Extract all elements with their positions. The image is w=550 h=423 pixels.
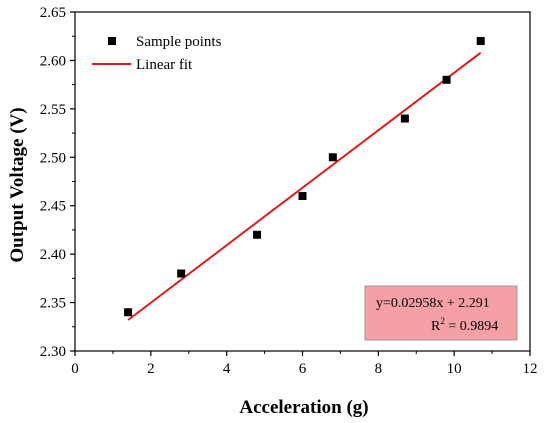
fit-r-squared: R2 = 0.9894 [431,316,498,334]
sample-point [400,114,409,123]
y-tick-label: 2.30 [40,344,66,360]
x-tick-label: 6 [299,361,307,377]
legend-label-sample-points: Sample points [136,34,222,50]
r2-prefix: R [431,319,441,334]
y-tick-label: 2.60 [40,53,66,69]
x-tick-label: 10 [447,361,462,377]
sample-point [253,230,261,239]
legend: Sample points Linear fit [92,34,222,73]
r2-value: = 0.9894 [445,319,498,334]
y-axis-title: Output Voltage (V) [7,107,28,262]
y-tick-label: 2.50 [40,150,66,166]
plot-area [124,37,485,321]
x-axis-title: Acceleration (g) [239,397,368,418]
x-tick-label: 2 [147,361,155,377]
x-tick-label: 12 [523,361,538,377]
y-tick-label: 2.55 [40,102,66,118]
x-tick-label: 4 [223,361,231,377]
x-tick-label: 8 [375,361,383,377]
axes: 0 2 4 6 8 10 12 2.30 2.35 2.40 2.45 2.50 2.55 2.60 2.6… [40,5,538,377]
fit-annotation: y=0.02958x + 2.291 R2 = 0.9894 [364,285,518,341]
legend-marker-sample-points [108,37,116,45]
sample-point [476,37,485,46]
sample-point [442,75,451,84]
sample-point [328,153,337,162]
sample-point [177,269,186,278]
y-tick-label: 2.65 [40,5,66,21]
y-tick-label: 2.40 [40,247,66,263]
x-tick-label: 0 [71,361,79,377]
y-tick-label: 2.35 [40,296,66,312]
sample-point [298,192,307,201]
fit-annotation-box [364,285,518,341]
y-tick-label: 2.45 [40,199,66,215]
fit-equation: y=0.02958x + 2.291 [376,296,490,311]
fit-line [127,51,482,321]
sample-point [124,308,133,317]
r2-superscript: 2 [440,316,445,326]
legend-label-linear-fit: Linear fit [136,57,193,73]
